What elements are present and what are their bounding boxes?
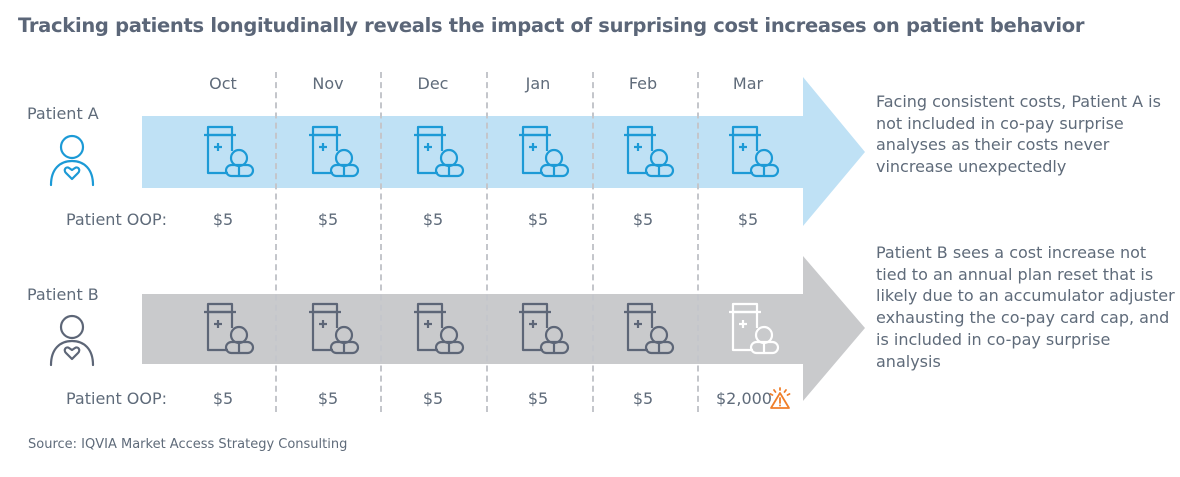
oop-value-mar: $5 [737, 210, 759, 229]
month-divider [486, 72, 488, 412]
month-label-nov: Nov [312, 74, 344, 93]
prescription-icon [406, 302, 466, 358]
prescription-icon [301, 302, 361, 358]
prescription-icon [511, 125, 571, 181]
month-label-mar: Mar [732, 74, 764, 93]
oop-value-nov: $5 [317, 210, 339, 229]
prescription-icon [721, 302, 781, 358]
prescription-icon [616, 125, 676, 181]
oop-value-oct: $5 [212, 389, 234, 408]
prescription-icon [406, 125, 466, 181]
oop-value-jan: $5 [527, 389, 549, 408]
oop-value-jan: $5 [527, 210, 549, 229]
patient-a-note: Facing consistent costs, Patient A is no… [876, 92, 1161, 177]
warning-triangle-icon [769, 387, 791, 409]
patient-b-oop-label: Patient OOP: [66, 389, 168, 408]
prescription-icon [301, 125, 361, 181]
patient-a-arrow [142, 77, 865, 226]
prescription-icon [721, 125, 781, 181]
month-label-jan: Jan [525, 74, 551, 93]
month-divider [275, 72, 277, 412]
patient-a-label: Patient A [27, 104, 99, 123]
prescription-icon [196, 125, 256, 181]
prescription-icon [196, 302, 256, 358]
oop-value-dec: $5 [422, 389, 444, 408]
prescription-icon [511, 302, 571, 358]
person-heart-icon [49, 314, 95, 367]
oop-value-feb: $5 [632, 210, 654, 229]
patient-b-label: Patient B [27, 285, 99, 304]
month-divider [697, 72, 699, 412]
patient-a-oop-label: Patient OOP: [66, 210, 168, 229]
patient-b-arrow [142, 256, 865, 401]
oop-value-dec: $5 [422, 210, 444, 229]
month-label-dec: Dec [417, 74, 449, 93]
oop-value-feb: $5 [632, 389, 654, 408]
month-divider [380, 72, 382, 412]
month-divider [592, 72, 594, 412]
source-note: Source: IQVIA Market Access Strategy Con… [28, 437, 348, 452]
page-title: Tracking patients longitudinally reveals… [18, 14, 1085, 37]
month-label-feb: Feb [628, 74, 658, 93]
prescription-icon [616, 302, 676, 358]
month-label-oct: Oct [209, 74, 237, 93]
oop-value-oct: $5 [212, 210, 234, 229]
oop-value-mar: $2,000 [716, 389, 772, 408]
oop-value-nov: $5 [317, 389, 339, 408]
person-heart-icon [49, 134, 95, 187]
patient-b-note: Patient B sees a cost increase not tied … [876, 243, 1175, 371]
